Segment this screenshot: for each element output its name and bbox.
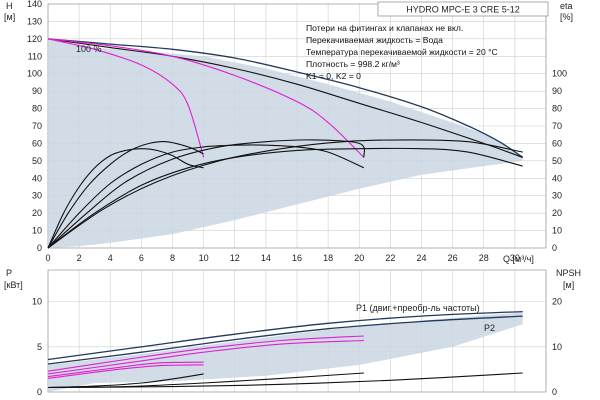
bottom-right-axis-unit: [м]	[563, 280, 574, 290]
top-right-axis-unit: [%]	[560, 12, 573, 22]
top-axes: 0102030405060708090100110120130140010203…	[27, 0, 567, 263]
series-line-p-2	[47, 361, 204, 378]
note-1: Потери на фитингах и клапанах не вкл.	[306, 23, 463, 33]
x-tick-label: 6	[139, 253, 144, 263]
series-label-p2: P2	[484, 323, 495, 333]
x-tick-label: 20	[354, 253, 364, 263]
top-left-axis-unit: [м]	[4, 12, 15, 22]
left-tick-label: 140	[27, 0, 42, 9]
x-tick-label: 26	[448, 253, 458, 263]
x-tick-label: 28	[479, 253, 489, 263]
note-2: Перекачиваемая жидкость = Вода	[306, 35, 443, 45]
right-tick-label: 10	[552, 342, 562, 352]
left-tick-label: 0	[37, 387, 42, 397]
title-box	[377, 1, 549, 17]
x-tick-label: 22	[385, 253, 395, 263]
series-line-head-0	[47, 38, 524, 158]
right-tick-label: 50	[552, 156, 562, 166]
plot-frame	[47, 269, 547, 393]
left-tick-label: 5	[37, 342, 42, 352]
top-right-axis-label: eta	[560, 1, 573, 11]
right-tick-label: 90	[552, 86, 562, 96]
x-tick-label: 2	[77, 253, 82, 263]
series-line-eta-8	[47, 147, 523, 249]
bottom-left-axis-label: P	[6, 268, 12, 278]
left-tick-label: 60	[32, 138, 42, 148]
top-series	[47, 38, 524, 249]
x-axis-label: Q [м³/ч]	[503, 254, 534, 264]
left-tick-label: 10	[32, 226, 42, 236]
note-5: K1 = 0, K2 = 0	[306, 71, 361, 81]
left-tick-label: 130	[27, 16, 42, 26]
series-line-head-2	[47, 38, 205, 158]
series-line-head-1	[47, 38, 523, 158]
bottom-right-axis-label: NPSH	[556, 268, 581, 278]
series-line-p-3	[47, 364, 204, 379]
left-tick-label: 70	[32, 121, 42, 131]
top-left-axis-label: H	[6, 1, 13, 11]
bottom-envelope	[48, 312, 523, 392]
x-tick-label: 18	[323, 253, 333, 263]
bottom-series	[47, 310, 523, 389]
left-tick-label: 10	[32, 297, 42, 307]
right-tick-label: 80	[552, 104, 562, 114]
right-tick-label: 70	[552, 121, 562, 131]
x-tick-label: 16	[292, 253, 302, 263]
series-line-npsh-8	[47, 372, 523, 389]
left-tick-label: 50	[32, 156, 42, 166]
x-tick-label: 10	[199, 253, 209, 263]
right-tick-label: 20	[552, 208, 562, 218]
x-tick-label: 30	[510, 253, 520, 263]
left-tick-label: 20	[32, 208, 42, 218]
right-tick-label: 40	[552, 173, 562, 183]
left-tick-label: 30	[32, 191, 42, 201]
left-tick-label: 120	[27, 34, 42, 44]
series-line-eta-4	[47, 148, 204, 249]
x-tick-label: 12	[230, 253, 240, 263]
chart-title: HYDRO MPC-E 3 CRE 5-12	[406, 5, 520, 15]
bottom-axes: 0 5 10 0 10 20	[32, 297, 562, 397]
x-tick-label: 4	[108, 253, 113, 263]
bottom-left-axis-unit: [кВт]	[4, 280, 23, 290]
left-tick-label: 80	[32, 104, 42, 114]
series-line-eta-5	[47, 140, 204, 249]
note-4: Плотность = 998.2 кг/м³	[306, 59, 400, 69]
right-tick-label: 100	[552, 69, 567, 79]
top-envelope	[48, 38, 523, 249]
right-tick-label: 60	[552, 138, 562, 148]
left-tick-label: 0	[37, 243, 42, 253]
operating-range-area	[48, 38, 523, 249]
left-tick-label: 100	[27, 69, 42, 79]
series-line-head-3	[47, 38, 365, 158]
right-tick-label: 20	[552, 297, 562, 307]
x-tick-label: 8	[170, 253, 175, 263]
series-label-p1: P1 (двиг.+преобр-ль частоты)	[356, 303, 480, 313]
series-line-p-4	[47, 335, 364, 372]
speed-annotation: 100 %	[76, 44, 102, 54]
series-line-power-0	[47, 310, 523, 361]
x-tick-label: 24	[416, 253, 426, 263]
series-line-npsh-6	[47, 373, 204, 389]
right-tick-label: 0	[552, 387, 557, 397]
operating-range-area	[48, 312, 523, 392]
right-tick-label: 10	[552, 226, 562, 236]
series-line-p-5	[47, 339, 364, 375]
series-line-eta-6	[47, 144, 365, 249]
series-line-power-1	[47, 315, 523, 365]
left-tick-label: 40	[32, 173, 42, 183]
note-3: Температура перекачиваемой жидкости = 20…	[306, 47, 498, 57]
series-line-eta-9	[47, 139, 523, 249]
left-tick-label: 110	[28, 51, 42, 61]
right-tick-label: 0	[552, 243, 557, 253]
left-tick-label: 90	[32, 86, 42, 96]
x-tick-label: 14	[261, 253, 271, 263]
right-tick-label: 30	[552, 191, 562, 201]
x-tick-label: 0	[45, 253, 50, 263]
